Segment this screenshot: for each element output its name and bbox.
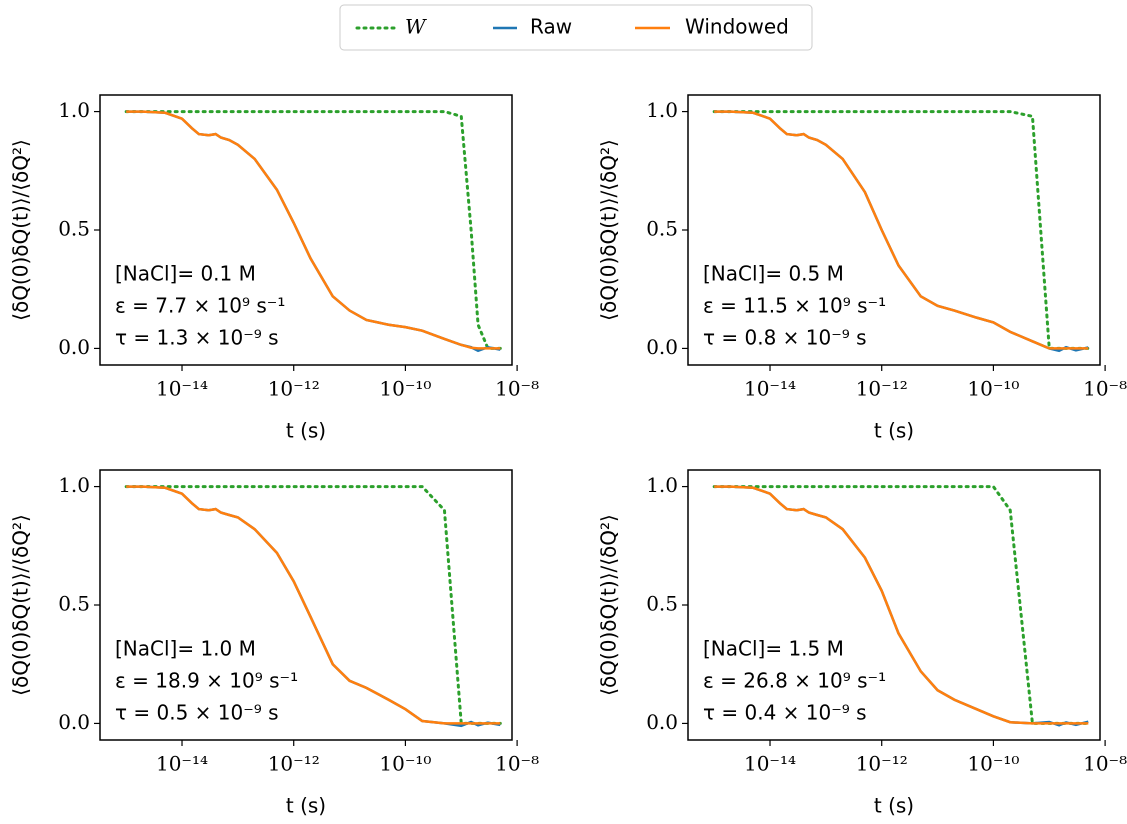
annotation: τ = 0.5 × 10⁻⁹ s [115,701,279,725]
legend-box [339,4,813,51]
x-tick-label: 10⁻¹⁴ [156,752,208,776]
annotation: ε = 18.9 × 10⁹ s⁻¹ [115,669,298,693]
y-tick-label: 1.0 [646,473,678,497]
annotation: ε = 7.7 × 10⁹ s⁻¹ [115,294,285,318]
y-axis-label: ⟨δQ(0)δQ(t)⟩/⟨δQ²⟩ [597,514,621,696]
series-line [712,110,1090,350]
y-axis-label: ⟨δQ(0)δQ(t)⟩/⟨δQ²⟩ [597,139,621,321]
legend-label: Windowed [685,15,789,39]
y-tick-label: 0.5 [58,592,90,616]
x-tick-label: 10⁻¹⁰ [967,752,1019,776]
y-axis-label: ⟨δQ(0)δQ(t)⟩/⟨δQ²⟩ [9,514,33,696]
annotation: [NaCl]= 1.0 M [115,637,256,661]
x-tick-label: 10⁻⁸ [495,752,539,776]
y-tick-label: 0.0 [646,335,678,359]
x-tick-label: 10⁻⁸ [1083,377,1127,401]
series-line [124,110,502,350]
annotation: τ = 1.3 × 10⁻⁹ s [115,326,279,350]
axes-frame [687,94,1101,366]
y-tick-label: 0.5 [58,217,90,241]
x-tick-label: 10⁻¹⁴ [156,377,208,401]
x-tick-label: 10⁻¹² [268,377,320,401]
annotation: τ = 0.8 × 10⁻⁹ s [703,326,867,350]
x-tick-label: 10⁻⁸ [495,377,539,401]
series-line [714,485,1089,725]
series-line [124,485,502,725]
x-tick-label: 10⁻¹² [268,752,320,776]
y-tick-label: 1.0 [58,473,90,497]
y-tick-label: 0.5 [646,592,678,616]
x-tick-label: 10⁻¹⁰ [967,377,1019,401]
annotation: [NaCl]= 1.5 M [703,637,844,661]
series-line [714,110,1089,350]
annotation: τ = 0.4 × 10⁻⁹ s [703,701,867,725]
y-tick-label: 1.0 [646,98,678,122]
x-axis-label: t (s) [874,794,914,818]
y-tick-label: 0.0 [58,710,90,734]
series-line [126,485,501,725]
y-tick-label: 0.5 [646,217,678,241]
annotation: [NaCl]= 0.1 M [115,262,256,286]
x-axis-label: t (s) [286,794,326,818]
x-tick-label: 10⁻¹² [856,377,908,401]
legend-label: W [405,15,427,39]
x-axis-label: t (s) [286,419,326,443]
x-tick-label: 10⁻⁸ [1083,752,1127,776]
x-tick-label: 10⁻¹² [856,752,908,776]
series-line [126,110,501,350]
axes-frame [687,469,1101,741]
y-axis-label: ⟨δQ(0)δQ(t)⟩/⟨δQ²⟩ [9,139,33,321]
annotation: ε = 26.8 × 10⁹ s⁻¹ [703,669,886,693]
y-tick-label: 0.0 [646,710,678,734]
annotation: [NaCl]= 0.5 M [703,262,844,286]
annotation: ε = 11.5 × 10⁹ s⁻¹ [703,294,886,318]
x-tick-label: 10⁻¹⁰ [379,377,431,401]
x-axis-label: t (s) [874,419,914,443]
legend-label: Raw [530,15,572,39]
y-tick-label: 1.0 [58,98,90,122]
x-tick-label: 10⁻¹⁰ [379,752,431,776]
axes-frame [99,94,513,366]
y-tick-label: 0.0 [58,335,90,359]
x-tick-label: 10⁻¹⁴ [744,752,796,776]
x-tick-label: 10⁻¹⁴ [744,377,796,401]
